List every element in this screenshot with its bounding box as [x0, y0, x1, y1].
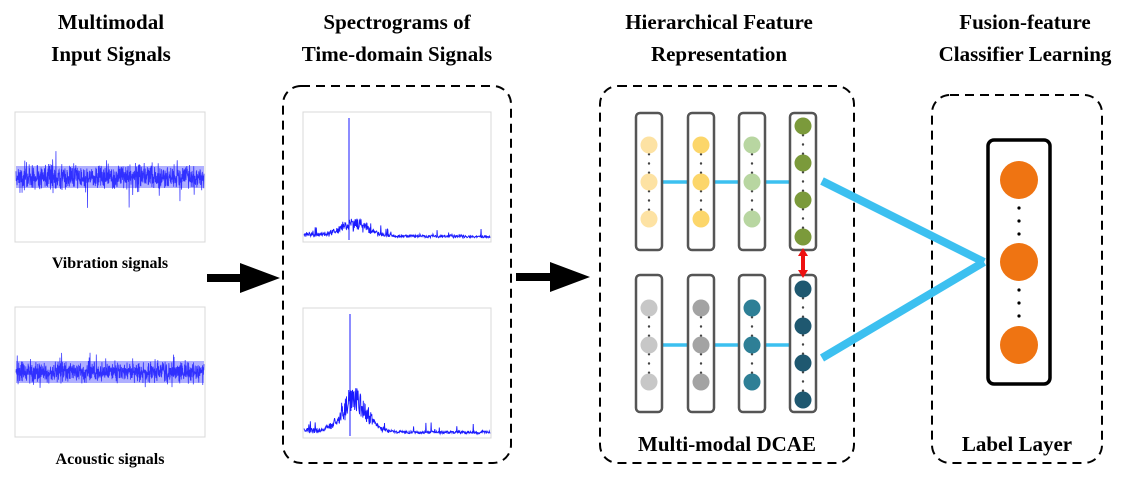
label-node-middle	[1000, 243, 1038, 281]
acoustic-spectrum	[303, 314, 491, 436]
acoustic-signal-label: Acoustic signals	[56, 451, 165, 468]
dcae-node	[743, 299, 761, 317]
acoustic-signal-plot	[14, 306, 206, 438]
fusion-connector-top	[820, 177, 986, 266]
dcae-node	[743, 210, 761, 228]
header-spectrograms: Spectrograms of Time-domain Signals	[302, 10, 492, 66]
dcae-node	[640, 336, 658, 354]
fusion-connectors	[819, 177, 987, 362]
dcae-column	[737, 273, 767, 414]
header-feature-line2: Representation	[651, 42, 787, 66]
dcae-node	[692, 210, 710, 228]
modality-link	[798, 248, 808, 278]
dcae-node	[794, 280, 812, 298]
dcae-node	[640, 373, 658, 391]
vibration-spectrum	[303, 118, 491, 240]
header-spectrograms-line1: Spectrograms of	[323, 10, 471, 34]
dcae-node	[794, 117, 812, 135]
label-layer-column	[986, 138, 1052, 386]
vibration-spectrogram-plot	[302, 111, 492, 243]
dcae-node	[794, 154, 812, 172]
dcae-node	[640, 299, 658, 317]
header-classifier-line2: Classifier Learning	[939, 42, 1112, 66]
dcae-container	[599, 85, 855, 464]
label-layer-container	[931, 94, 1103, 464]
dcae-column	[737, 111, 767, 252]
header-feature-line1: Hierarchical Feature	[625, 10, 813, 34]
spectrogram-container	[282, 85, 512, 464]
vibration-signal-label: Vibration signals	[52, 255, 168, 272]
vibration-signal-plot	[14, 111, 206, 243]
header-feature-representation: Hierarchical Feature Representation	[625, 10, 813, 66]
label-node-top	[1000, 161, 1038, 199]
dcae-node	[640, 136, 658, 154]
dcae-node	[794, 317, 812, 335]
dcae-column	[686, 273, 716, 414]
dcae-node	[640, 210, 658, 228]
acoustic-spectrogram-plot	[302, 307, 492, 439]
dcae-node	[794, 354, 812, 372]
fusion-connector-bottom	[819, 258, 987, 362]
header-input-signals-line2: Input Signals	[51, 42, 171, 66]
label-node-bottom	[1000, 326, 1038, 364]
dcae-node	[794, 191, 812, 209]
dcae-column	[686, 111, 716, 252]
dcae-node	[692, 299, 710, 317]
header-classifier-line1: Fusion-feature	[959, 10, 1090, 34]
dcae-node	[794, 228, 812, 246]
header-input-signals: Multimodal Input Signals	[51, 10, 171, 66]
dcae-node	[692, 173, 710, 191]
dcae-node	[743, 173, 761, 191]
dcae-column	[634, 273, 664, 414]
header-spectrograms-line2: Time-domain Signals	[302, 42, 492, 66]
header-classifier-learning: Fusion-feature Classifier Learning	[939, 10, 1112, 66]
dcae-label: Multi-modal DCAE	[638, 432, 816, 456]
dcae-node	[692, 336, 710, 354]
dcae-horizontal-links	[649, 180, 803, 347]
arrow-input-to-spectrogram	[207, 263, 280, 293]
dcae-column	[634, 111, 664, 252]
dcae-node	[794, 391, 812, 409]
dcae-node	[743, 336, 761, 354]
dcae-column	[788, 273, 818, 414]
acoustic-waveform	[15, 352, 205, 388]
label-layer-label: Label Layer	[962, 432, 1072, 456]
dcae-node	[692, 136, 710, 154]
dcae-network	[634, 111, 818, 414]
dcae-node	[640, 173, 658, 191]
dcae-node	[743, 373, 761, 391]
arrow-spectrogram-to-feature	[516, 262, 590, 292]
header-input-signals-line1: Multimodal	[58, 10, 164, 34]
dcae-node	[743, 136, 761, 154]
dcae-node	[692, 373, 710, 391]
vibration-waveform	[15, 151, 205, 208]
label-ellipsis	[1017, 206, 1021, 318]
dcae-column	[788, 111, 818, 252]
